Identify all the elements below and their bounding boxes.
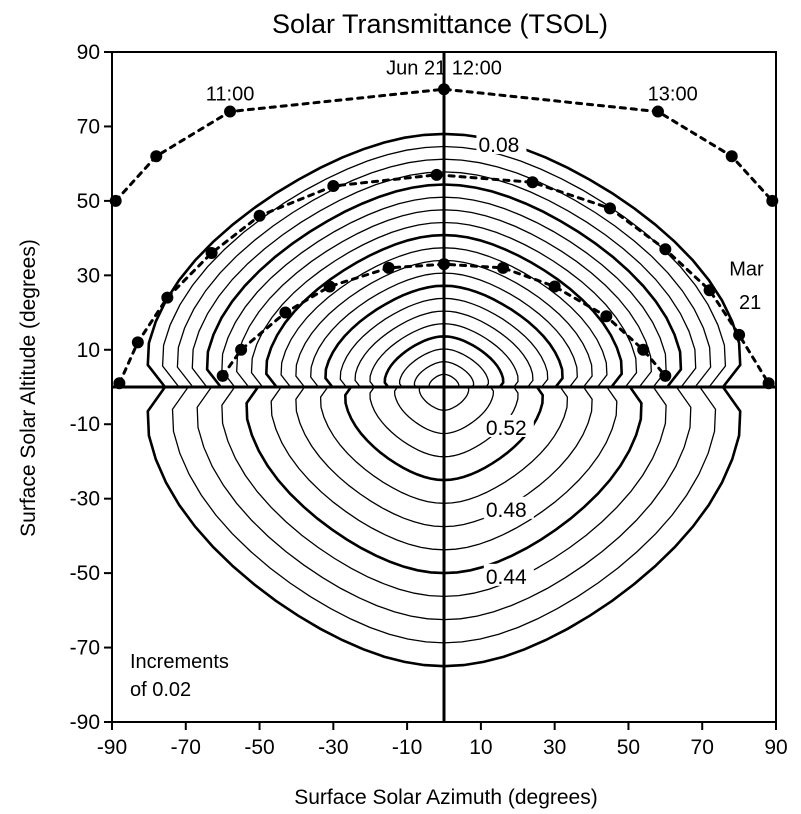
sun-path-point	[150, 150, 163, 163]
sun-path-point	[161, 291, 174, 304]
y-tick-label: -90	[70, 711, 100, 734]
annotation-label: Mar	[729, 258, 764, 280]
sun-path-point	[131, 336, 144, 349]
sun-path-point	[526, 176, 539, 189]
x-tick-label: 90	[764, 736, 787, 759]
sun-path-point	[113, 377, 126, 390]
plot-frame	[111, 51, 777, 723]
sun-path-point	[430, 168, 443, 181]
x-tick-label: -30	[318, 736, 348, 759]
sun-path-point	[235, 343, 248, 356]
y-tick-label: -50	[70, 562, 100, 585]
sun-paths	[109, 83, 779, 390]
y-tick-label: 70	[77, 115, 100, 138]
sun-path-point	[725, 150, 738, 163]
sun-path-point	[279, 306, 292, 319]
increment-note: Increments of 0.02	[130, 651, 235, 701]
sun-path-point	[703, 284, 716, 297]
annotations: Jun 21 12:00 11:00 13:00 Mar 21	[206, 57, 764, 314]
contour-labels: 0.08 0.52 0.48 0.44	[476, 132, 534, 589]
annotation-label: 11:00	[206, 83, 255, 105]
sun-path-point	[762, 377, 775, 390]
y-tick-label: 90	[77, 41, 100, 64]
contour-label-bg	[483, 496, 534, 519]
contour-label-bg	[483, 563, 534, 586]
sun-path-point	[733, 328, 746, 341]
sun-path-point	[438, 83, 450, 96]
x-tick-label: 50	[617, 736, 640, 759]
y-tick-label: -10	[70, 413, 100, 436]
x-axis-ticks: -90 -70 -50 -30 -10 10 30 50 70 90	[97, 722, 788, 759]
y-axis-label: Surface Solar Altitude (degrees)	[17, 239, 40, 537]
sun-path-point	[659, 243, 672, 256]
sun-path-point	[438, 258, 450, 271]
sun-path-point	[205, 247, 218, 259]
contour-label-bg	[483, 414, 534, 437]
sun-path-point	[548, 280, 561, 293]
contour-label: 0.52	[486, 417, 527, 440]
x-tick-label: 70	[691, 736, 714, 759]
x-tick-label: 10	[469, 736, 492, 759]
sun-path-point	[323, 280, 336, 293]
chart-title: Solar Transmittance (TSOL)	[272, 9, 608, 39]
sun-path-point	[659, 369, 672, 382]
sun-path-point	[604, 202, 616, 215]
x-tick-label: -10	[392, 736, 422, 759]
sun-path-point	[651, 105, 664, 118]
plot-border	[111, 51, 777, 723]
x-tick-label: -90	[97, 736, 127, 759]
annotation-label: 13:00	[648, 83, 698, 105]
y-tick-label: -30	[70, 488, 100, 511]
x-axis-label: Surface Solar Azimuth (degrees)	[294, 786, 597, 809]
x-tick-label: -70	[171, 736, 201, 759]
increment-note-line: Increments	[130, 651, 229, 673]
contour-label: 0.48	[486, 499, 527, 522]
sun-path-point	[766, 194, 779, 207]
sun-path-point	[382, 261, 395, 274]
sun-path-point	[253, 209, 266, 222]
y-tick-label: -70	[70, 637, 100, 660]
x-tick-label: 30	[543, 736, 566, 759]
cross-lines	[112, 52, 776, 722]
sun-path-point	[637, 343, 650, 356]
annotation-label: 21	[739, 292, 761, 314]
y-tick-label: 50	[77, 190, 100, 213]
y-tick-label: 30	[77, 264, 100, 287]
increment-note-line: of 0.02	[130, 679, 191, 701]
sun-path-point	[327, 180, 340, 192]
sun-path-point	[224, 105, 237, 118]
contour-label: 0.44	[486, 566, 527, 589]
y-tick-label: 10	[77, 339, 100, 362]
sun-path-point	[216, 369, 229, 382]
contour-label-bg	[476, 132, 527, 155]
sun-path-point	[497, 261, 510, 274]
x-tick-label: -50	[244, 736, 274, 759]
sun-path-point	[109, 194, 122, 207]
y-axis-ticks: -90 -70 -50 -30 -10 10 30 50 70 90	[70, 41, 112, 734]
sun-path-point	[600, 310, 613, 323]
contour-label: 0.08	[478, 134, 519, 157]
annotation-label: Jun 21 12:00	[386, 57, 502, 79]
